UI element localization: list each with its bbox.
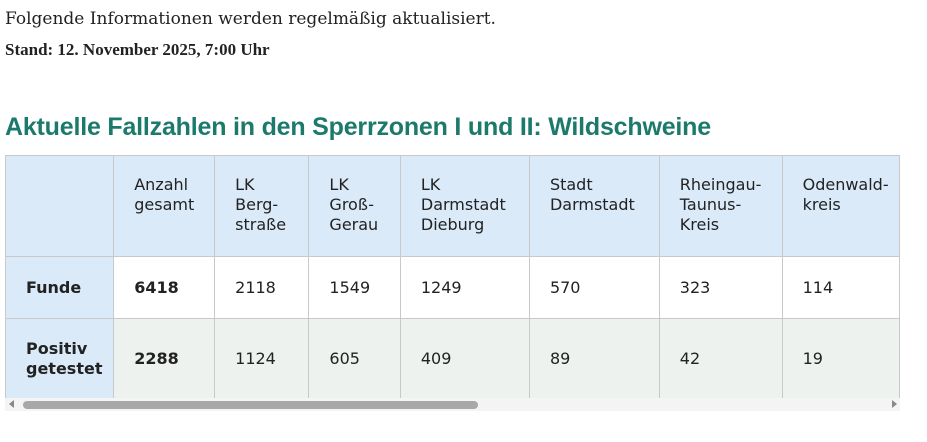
corner-cell (5, 155, 115, 257)
cell: 6418 (113, 256, 216, 319)
cell: 42 (658, 318, 783, 398)
header-cell: Anzahl gesamt (113, 155, 216, 257)
stand-text: Stand: 12. November 2025, 7:00 Uhr (5, 40, 270, 59)
cell: 323 (658, 256, 783, 319)
cell: 1249 (399, 256, 530, 319)
table-row: Positiv getestet 2288 1124 605 409 89 42 19 (5, 318, 900, 398)
cell: 605 (308, 318, 401, 398)
cell: 89 (528, 318, 660, 398)
cell: 2288 (113, 318, 216, 398)
table-container: Anzahl gesamt LK Berg- straße LK Groß- Ger… (5, 155, 900, 398)
scroll-right[interactable] (892, 400, 897, 408)
table: Anzahl gesamt LK Berg- straße LK Groß- Ger… (5, 155, 900, 398)
cell: 1124 (214, 318, 310, 398)
header-cell: LK Darmstadt Dieburg (399, 155, 530, 257)
heading: Aktuelle Fallzahlen in den Sperrzonen I … (5, 113, 711, 141)
cell: 2118 (214, 256, 310, 319)
scrollbar-thumb[interactable] (23, 401, 478, 409)
header-cell: LK Berg- straße (214, 155, 310, 257)
cell: 19 (781, 318, 900, 398)
header-cell: Stadt Darmstadt (528, 155, 660, 257)
cell: 114 (781, 256, 900, 319)
header-cell: LK Groß- Gerau (308, 155, 401, 257)
table-row: Funde 6418 2118 1549 1249 570 323 114 (5, 256, 900, 319)
row-label: Funde (5, 256, 115, 319)
cell: 570 (528, 256, 660, 319)
cell: 409 (399, 318, 530, 398)
header-cell: Rheingau- Taunus- Kreis (658, 155, 783, 257)
intro-text: Folgende Informationen werden regelmäßig… (5, 9, 496, 29)
cell: 1549 (308, 256, 401, 319)
header-cell: Odenwald- kreis (781, 155, 900, 257)
row-label: Positiv getestet (5, 318, 115, 398)
scroll-left[interactable] (9, 400, 14, 408)
